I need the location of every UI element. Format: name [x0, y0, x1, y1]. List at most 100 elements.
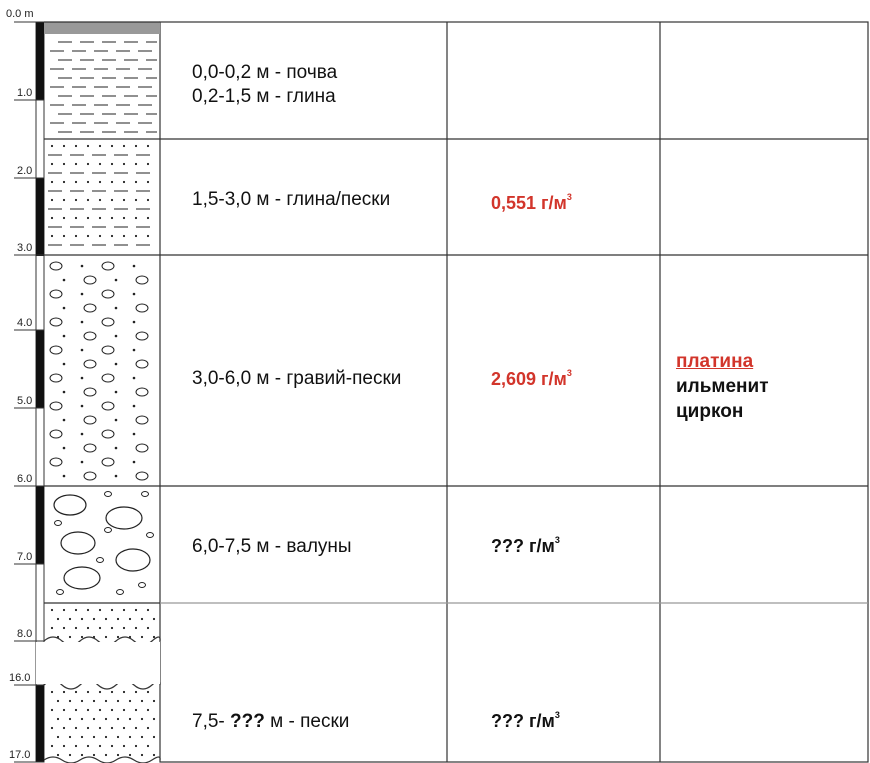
- layer-description-unknown: ???: [230, 711, 265, 732]
- sand-dot: [146, 626, 150, 630]
- boulder: [115, 548, 151, 572]
- depth-tick-label: 2.0: [17, 165, 33, 177]
- gravel-pebble: [101, 457, 115, 467]
- mineral-platinum: платина: [676, 351, 754, 372]
- sand-dot: [122, 726, 126, 730]
- density-value: ??? г/м3: [491, 535, 560, 556]
- gravel-pebble: [135, 331, 149, 341]
- sand-dot: [110, 198, 114, 202]
- sand-dot: [146, 726, 150, 730]
- gravel-pebble: [101, 401, 115, 411]
- sand-dot: [134, 162, 138, 166]
- sand-dot: [122, 162, 126, 166]
- sand-dot: [62, 144, 66, 148]
- sand-dot: [86, 216, 90, 220]
- sand-dot: [80, 635, 84, 639]
- sand-dot: [134, 626, 138, 630]
- mineral-zircon: циркон: [676, 401, 744, 422]
- sand-dot: [98, 744, 102, 748]
- sand-dot: [104, 699, 108, 703]
- sand-dot: [74, 144, 78, 148]
- sand-dot: [74, 626, 78, 630]
- sand-dot: [98, 234, 102, 238]
- sand-dot: [134, 180, 138, 184]
- sand-dot: [86, 162, 90, 166]
- sand-dot: [116, 699, 120, 703]
- sand-dot: [134, 234, 138, 238]
- sand-dot: [80, 320, 84, 324]
- gravel-pebble: [49, 317, 63, 327]
- sand-dot: [50, 162, 54, 166]
- pebble: [146, 532, 154, 538]
- sand-dot: [86, 726, 90, 730]
- layer-description: 6,0-7,5 м - валуны: [192, 536, 352, 557]
- sand-dot: [74, 234, 78, 238]
- sand-dot: [74, 608, 78, 612]
- sand-dot: [86, 198, 90, 202]
- sand-dot: [110, 744, 114, 748]
- depth-tick-label: 6.0: [17, 473, 33, 485]
- layer-description: 3,0-6,0 м - гравий-пески: [192, 368, 402, 389]
- sand-dot: [132, 460, 136, 464]
- sand-dot: [128, 699, 132, 703]
- sand-dot: [62, 744, 66, 748]
- sand-dot: [68, 617, 72, 621]
- sand-dot: [146, 234, 150, 238]
- pebble: [54, 520, 62, 526]
- sand-dot: [110, 180, 114, 184]
- sand-dot: [86, 234, 90, 238]
- gravel-pebble: [135, 303, 149, 313]
- gravel-pebble: [135, 359, 149, 369]
- sand-dot: [132, 348, 136, 352]
- sand-dot: [80, 432, 84, 436]
- sand-dot: [134, 726, 138, 730]
- sand-dot: [50, 180, 54, 184]
- sand-dot: [114, 334, 118, 338]
- sand-dot: [62, 362, 66, 366]
- sand-dot: [110, 626, 114, 630]
- sand-dot: [152, 617, 156, 621]
- sand-dot: [116, 735, 120, 739]
- sand-dot: [128, 717, 132, 721]
- sand-dot: [80, 735, 84, 739]
- sand-dot: [92, 699, 96, 703]
- sand-dot: [98, 216, 102, 220]
- sand-dot: [110, 216, 114, 220]
- sand-dot: [86, 708, 90, 712]
- sand-dot: [62, 726, 66, 730]
- sand-dot: [146, 216, 150, 220]
- sand-dot: [110, 690, 114, 694]
- pebble: [104, 491, 112, 497]
- sand-dot: [152, 699, 156, 703]
- mineral-ilmenite: ильменит: [676, 376, 769, 397]
- gravel-pebble: [49, 261, 63, 271]
- gravel-pebble: [135, 471, 149, 481]
- sand-dot: [80, 699, 84, 703]
- sand-dot: [92, 735, 96, 739]
- sand-dot: [132, 376, 136, 380]
- sand-dot: [110, 144, 114, 148]
- gravel-pebble: [101, 429, 115, 439]
- gravel-pebble: [135, 415, 149, 425]
- density-value: 0,551 г/м3: [491, 192, 572, 213]
- gravel-sand-pattern: [49, 261, 149, 481]
- sand-dot: [62, 306, 66, 310]
- gravel-pebble: [83, 331, 97, 341]
- sand-dot: [98, 608, 102, 612]
- sand-dot: [50, 198, 54, 202]
- boulder: [60, 531, 96, 555]
- sand-dot: [68, 717, 72, 721]
- sand-dot: [86, 608, 90, 612]
- sand-dot: [134, 216, 138, 220]
- sand-dot: [122, 744, 126, 748]
- sand-dot: [86, 626, 90, 630]
- sand-dot: [134, 144, 138, 148]
- scale-gap: [36, 642, 44, 684]
- sand-dot: [140, 753, 144, 757]
- sand-dot: [74, 708, 78, 712]
- depth-tick-label: 16.0: [9, 672, 31, 684]
- sand-dot: [62, 216, 66, 220]
- gravel-pebble: [101, 317, 115, 327]
- gravel-pebble: [101, 261, 115, 271]
- sand-dot: [122, 626, 126, 630]
